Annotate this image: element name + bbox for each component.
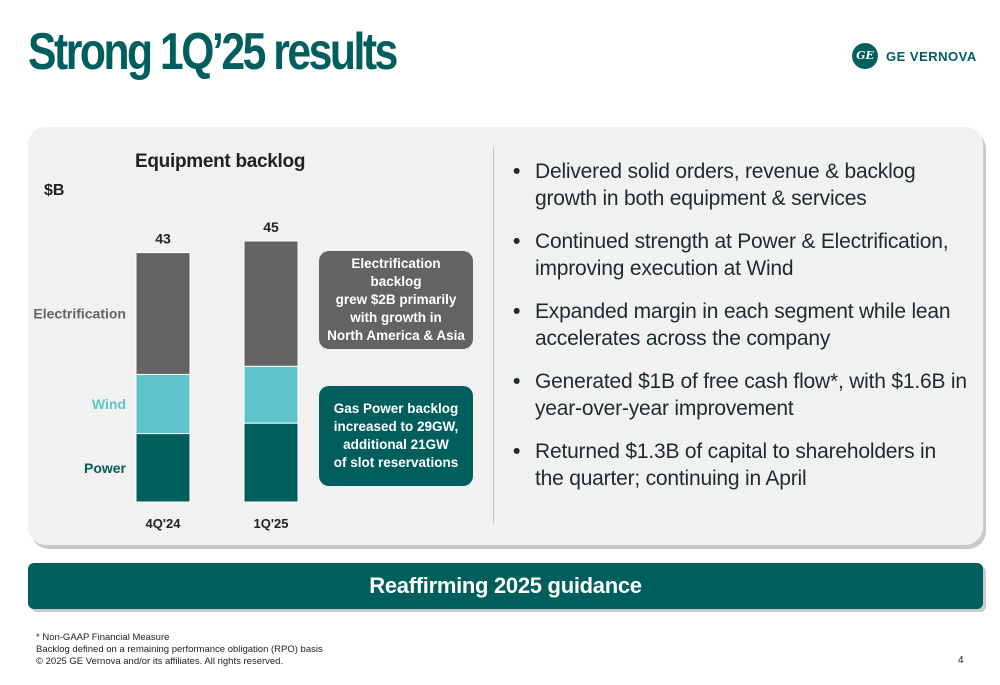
series-label-electrification: Electrification	[33, 306, 126, 322]
logo-text: GE VERNOVA	[886, 48, 977, 64]
footnote-line: © 2025 GE Vernova and/or its affiliates.…	[36, 656, 284, 667]
bar-power-2	[243, 422, 299, 503]
ge-monogram-icon: GE	[852, 43, 878, 69]
footnote-line: * Non-GAAP Financial Measure	[36, 632, 170, 643]
chart-unit: $B	[44, 182, 65, 199]
bar-power-1	[135, 433, 191, 503]
total-label: 45	[263, 219, 279, 235]
bullet-item: Returned $1.3B of capital to shareholder…	[513, 438, 968, 492]
series-label-wind: Wind	[92, 396, 126, 412]
bar-wind-1	[135, 373, 191, 435]
category-label: 4Q'24	[146, 516, 182, 531]
brand-logo: GE GE VERNOVA	[852, 43, 977, 69]
bar-electrification-2	[243, 240, 299, 367]
footnote-line: Backlog defined on a remaining performan…	[36, 644, 323, 655]
footnotes: * Non-GAAP Financial Measure Backlog def…	[36, 632, 323, 668]
panel-divider	[493, 147, 494, 524]
bullet-item: Delivered solid orders, revenue & backlo…	[513, 158, 968, 212]
page-title: Strong 1Q’25 results	[28, 23, 398, 81]
total-label: 43	[155, 231, 171, 247]
page-number: 4	[958, 655, 964, 666]
category-label: 1Q'25	[254, 516, 289, 531]
electrification-callout: Electrification backlog grew $2B primari…	[319, 251, 473, 349]
bar-electrification-1	[135, 252, 191, 375]
guidance-banner: Reaffirming 2025 guidance	[28, 563, 983, 609]
bullet-item: Generated $1B of free cash flow*, with $…	[513, 368, 968, 422]
bullet-item: Continued strength at Power & Electrific…	[513, 228, 968, 282]
bullet-item: Expanded margin in each segment while le…	[513, 298, 968, 352]
backlog-stacked-bar-chart: 43 4Q'24 45 1Q'25 Power Wind Electrification	[33, 219, 299, 531]
chart-title: Equipment backlog	[135, 151, 306, 172]
series-label-power: Power	[84, 460, 127, 476]
bar-wind-2	[243, 365, 299, 424]
gas-power-callout: Gas Power backlog increased to 29GW, add…	[319, 386, 473, 486]
highlights-list: Delivered solid orders, revenue & backlo…	[513, 158, 968, 508]
